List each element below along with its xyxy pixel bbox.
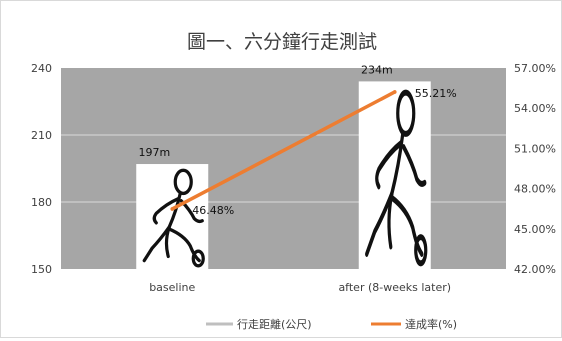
walking-figure-icon bbox=[142, 168, 205, 268]
legend-label: 達成率(%) bbox=[405, 317, 457, 331]
category-label: after (8-weeks later) bbox=[338, 281, 451, 294]
right-tick-label: 54.00% bbox=[514, 102, 556, 115]
category-axis: baseline after (8-weeks later) bbox=[149, 281, 451, 294]
bar-data-label: 234m bbox=[361, 63, 393, 76]
legend: 行走距離(公尺) 達成率(%) bbox=[206, 317, 457, 331]
left-tick-label: 240 bbox=[31, 62, 52, 75]
right-tick-label: 42.00% bbox=[514, 263, 556, 276]
left-axis-ticks: 150 180 210 240 bbox=[31, 62, 52, 276]
gridlines bbox=[61, 134, 506, 203]
right-tick-label: 57.00% bbox=[514, 62, 556, 75]
chart-title: 圖一、六分鐘行走測試 bbox=[187, 31, 377, 53]
right-tick-label: 51.00% bbox=[514, 142, 556, 155]
line-point bbox=[392, 90, 397, 94]
left-tick-label: 210 bbox=[31, 129, 52, 142]
walking-figure-icon bbox=[365, 89, 428, 267]
bar-data-label: 197m bbox=[139, 146, 171, 159]
line-point bbox=[170, 207, 175, 211]
line-series: 46.48% 55.21% bbox=[170, 87, 457, 217]
bar-series: 197m 234m bbox=[136, 63, 431, 270]
line-data-label: 46.48% bbox=[192, 204, 234, 217]
line-data-label: 55.21% bbox=[415, 87, 457, 100]
line-series-path bbox=[170, 90, 397, 211]
legend-label: 行走距離(公尺) bbox=[237, 317, 312, 331]
right-tick-label: 48.00% bbox=[514, 183, 556, 196]
plot-area bbox=[61, 68, 506, 269]
category-label: baseline bbox=[149, 281, 195, 294]
left-tick-label: 180 bbox=[31, 196, 52, 209]
right-tick-label: 45.00% bbox=[514, 223, 556, 236]
right-axis-ticks: 42.00% 45.00% 48.00% 51.00% 54.00% 57.00% bbox=[514, 62, 556, 276]
left-tick-label: 150 bbox=[31, 263, 52, 276]
